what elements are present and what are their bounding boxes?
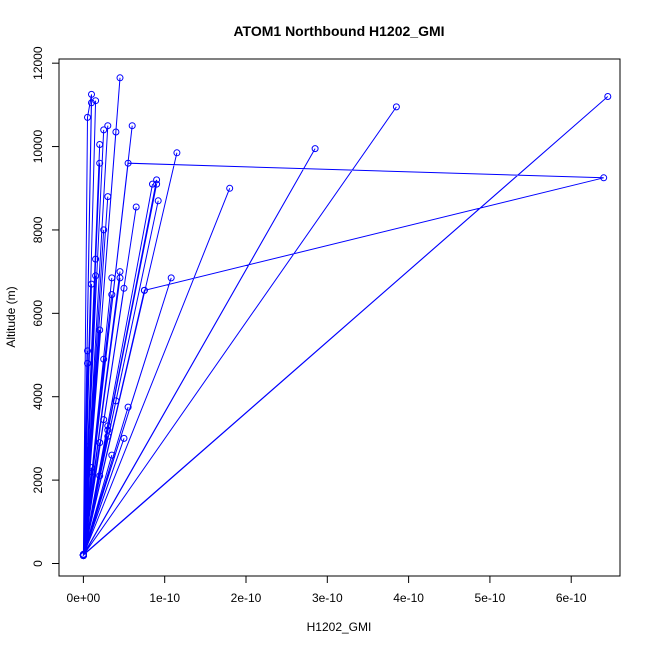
data-point [108,451,116,459]
data-point [84,532,91,540]
data-point [104,193,112,201]
data-point [154,197,162,205]
chart-title: ATOM1 Northbound H1202_GMI [233,23,444,39]
data-point [140,286,148,294]
data-point [92,97,100,105]
data-point [128,122,136,130]
data-point [92,255,100,263]
data-point [120,284,128,292]
data-point [392,103,400,111]
y-tick-label: 10000 [31,130,45,164]
data-point [153,180,161,188]
data-point [311,145,319,153]
data-point [173,149,181,157]
data-point [100,126,108,134]
data-point [132,203,140,211]
data-point [84,347,91,355]
y-tick-label: 4000 [31,383,45,410]
data-point [88,99,95,107]
data-point [226,184,234,192]
y-tick-label: 2000 [31,466,45,493]
data-point [84,443,91,451]
data-point [112,128,120,136]
data-point [96,439,104,447]
x-axis-label: H1202_GMI [307,620,372,634]
data-point [112,397,120,405]
data-point [604,93,612,100]
data-point [167,274,175,282]
data-point [124,159,132,167]
y-tick-label: 8000 [31,216,45,243]
x-tick-label: 4e-10 [393,591,424,605]
x-tick-label: 5e-10 [475,591,506,605]
data-point [96,159,104,167]
y-tick-label: 6000 [31,300,45,327]
x-tick-label: 6e-10 [556,591,587,605]
data-point [100,355,108,363]
data-point [96,141,104,148]
series-line [82,77,609,557]
data-point [84,113,91,121]
data-point [100,416,108,424]
data-point [88,280,95,288]
data-point [120,434,128,442]
y-tick-label: 0 [31,560,45,567]
data-point [108,291,116,299]
x-tick-label: 3e-10 [312,591,343,605]
data-point [104,432,112,440]
series-layer [79,74,612,560]
data-point [96,472,104,480]
data-point [104,422,112,430]
data-point [116,268,124,276]
data-point [79,551,87,559]
x-tick-label: 0e+00 [67,591,101,605]
data-point [88,464,95,472]
data-point [96,326,104,334]
data-point [84,359,91,367]
plot-frame [58,58,621,577]
x-axis: 0e+00 1e-10 2e-10 3e-10 4e-10 5e-10 6e-10 [67,575,587,605]
data-point [104,122,112,130]
data-point [88,468,95,476]
y-tick-label: 12000 [31,46,45,80]
data-point [153,176,161,184]
x-tick-label: 2e-10 [231,591,262,605]
y-axis-label: Altitude (m) [4,286,18,347]
data-point [116,74,124,82]
y-axis: 0 2000 4000 6000 8000 10000 12000 [31,46,59,567]
data-point [149,180,156,188]
data-point [108,274,116,282]
data-point [124,403,132,411]
data-point [600,174,608,182]
data-point [100,226,108,234]
data-point [92,272,100,280]
x-tick-label: 1e-10 [149,591,180,605]
data-point [88,90,95,98]
